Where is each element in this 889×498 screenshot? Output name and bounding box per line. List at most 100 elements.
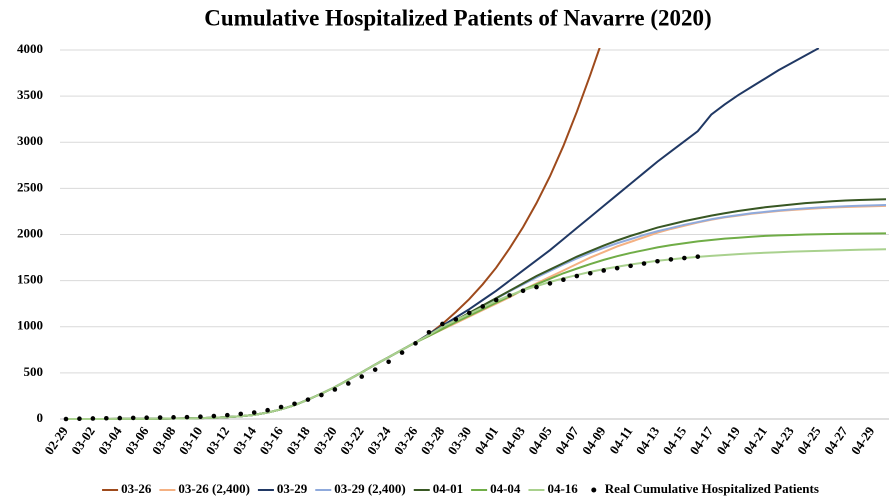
data-point — [574, 273, 580, 279]
data-point — [359, 374, 365, 379]
legend-label: 04-04 — [490, 481, 521, 496]
x-tick-label: 04-05 — [525, 423, 555, 457]
x-tick-label: 04-17 — [686, 423, 716, 457]
data-point — [251, 410, 257, 415]
data-point — [211, 413, 217, 419]
series-line — [66, 232, 887, 420]
legend-label: 03-26 — [121, 481, 152, 496]
x-tick-label: 04-09 — [579, 423, 609, 457]
data-point — [278, 404, 284, 410]
x-tick-label: 03-04 — [95, 423, 125, 457]
y-tick-label: 500 — [24, 364, 44, 379]
y-tick-label: 3500 — [17, 87, 43, 102]
data-point — [157, 415, 163, 420]
data-point — [695, 254, 701, 259]
legend-item: 03-29 — [257, 481, 308, 496]
series-line — [66, 48, 820, 420]
legend-marker — [591, 487, 597, 493]
legend-item: 03-26 (2,400) — [159, 481, 250, 496]
data-point — [144, 415, 149, 421]
x-tick-label: 03-16 — [256, 423, 286, 457]
x-tick-label: 03-24 — [364, 423, 394, 457]
data-point — [534, 284, 539, 290]
series-line — [66, 198, 887, 420]
data-point — [90, 416, 96, 421]
y-tick-label: 2000 — [17, 225, 43, 240]
legend-label: 04-16 — [547, 481, 578, 496]
data-point — [117, 415, 123, 421]
legend-label: Real Cumulative Hospitalized Patients — [605, 481, 819, 496]
legend-item: Real Cumulative Hospitalized Patients — [591, 481, 819, 496]
y-tick-label: 2500 — [17, 179, 43, 194]
x-tick-label: 03-28 — [418, 423, 448, 457]
data-point — [130, 415, 136, 421]
x-tick-label: 04-11 — [606, 424, 635, 457]
x-tick-label: 04-01 — [471, 424, 501, 457]
legend-label: 04-01 — [433, 481, 463, 496]
x-tick-label: 04-23 — [767, 423, 797, 457]
x-tick-label: 03-22 — [337, 424, 367, 457]
data-point — [655, 258, 660, 264]
data-point — [426, 329, 432, 335]
data-point — [332, 387, 338, 392]
legend-item: 03-26 — [102, 481, 152, 496]
data-point — [372, 367, 378, 372]
data-point — [507, 293, 512, 298]
x-tick-label: 04-15 — [660, 423, 690, 457]
data-point — [77, 416, 82, 422]
x-tick-label: 04-29 — [848, 423, 878, 457]
x-tick-label: 03-14 — [229, 423, 259, 457]
data-point — [171, 415, 176, 420]
data-point — [493, 297, 499, 303]
y-tick-label: 1500 — [17, 272, 43, 287]
data-point — [547, 281, 553, 286]
x-tick-label: 04-21 — [740, 424, 770, 457]
series-line — [66, 248, 887, 420]
data-point — [104, 415, 109, 421]
data-point — [614, 265, 620, 271]
data-point — [641, 261, 647, 266]
data-point — [413, 341, 418, 346]
data-point — [319, 392, 324, 398]
y-tick-label: 4000 — [17, 41, 43, 56]
x-tick-label: 04-27 — [821, 423, 851, 457]
legend: 03-26 03-26 (2,400) 03-29 03-29 (2,400) 04-0… — [102, 481, 819, 496]
x-tick-label: 03-18 — [283, 423, 313, 457]
series-line — [66, 48, 601, 420]
x-tick-label: 03-30 — [444, 424, 474, 457]
legend-item: 04-01 — [413, 481, 463, 496]
data-point — [63, 416, 69, 422]
y-tick-label: 3000 — [17, 133, 43, 148]
data-point — [466, 310, 472, 316]
y-tick-label: 1000 — [17, 318, 43, 333]
data-point — [305, 397, 311, 402]
data-point — [453, 317, 459, 322]
x-tick-label: 03-26 — [391, 423, 421, 457]
x-tick-label: 04-19 — [713, 423, 743, 457]
data-point — [386, 359, 391, 365]
x-tick-label: 04-25 — [794, 423, 824, 457]
x-tick-label: 04-03 — [498, 423, 528, 457]
legend-item: 04-16 — [528, 481, 578, 496]
legend-label: 03-26 (2,400) — [178, 481, 250, 496]
x-tick-label: 03-10 — [176, 424, 206, 457]
data-point — [399, 350, 405, 355]
y-tick-label: 0 — [37, 410, 44, 425]
plot-area — [63, 48, 887, 422]
data-point — [265, 407, 270, 413]
legend-label: 03-29 — [277, 481, 308, 496]
data-point — [345, 381, 351, 386]
data-point — [682, 255, 687, 261]
data-point — [587, 270, 593, 276]
x-tick-label: 04-07 — [552, 423, 582, 457]
legend-item: 04-04 — [471, 481, 521, 496]
x-tick-label: 03-20 — [310, 424, 340, 457]
data-point — [225, 412, 230, 418]
data-point — [668, 257, 674, 262]
data-point — [440, 321, 445, 327]
x-tick-label: 02-29 — [41, 423, 71, 457]
data-point — [238, 411, 244, 417]
data-point — [520, 288, 526, 294]
